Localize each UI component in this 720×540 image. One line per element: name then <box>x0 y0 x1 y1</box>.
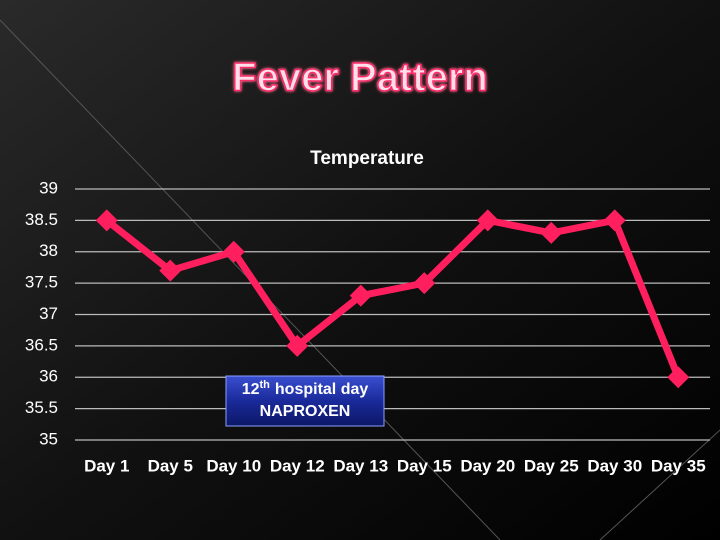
data-line <box>104 216 682 379</box>
data-point <box>540 221 563 244</box>
data-point <box>159 259 182 282</box>
y-tick-label: 38.5 <box>25 210 58 229</box>
data-point <box>222 240 245 263</box>
data-point <box>476 209 499 232</box>
y-tick-label: 37.5 <box>25 273 58 292</box>
decoration <box>599 429 720 540</box>
slide-title: Fever Pattern <box>232 56 488 100</box>
annotation-text: hospital day <box>275 381 368 398</box>
x-tick-label: Day 15 <box>397 456 452 475</box>
x-tick-label: Day 12 <box>270 456 325 475</box>
data-point <box>95 209 118 232</box>
annotation-ordinal: 12 <box>242 381 260 398</box>
annotation-suffix: th <box>260 379 271 391</box>
y-tick-label: 36 <box>39 367 58 386</box>
x-tick-label: Day 20 <box>460 456 515 475</box>
chart-title: Temperature <box>310 148 424 169</box>
x-tick-label: Day 25 <box>524 456 579 475</box>
y-tick-label: 36.5 <box>25 335 58 354</box>
annotation-line: 12th hospital day <box>242 379 369 398</box>
y-tick-label: 37 <box>39 304 58 323</box>
x-tick-label: Day 35 <box>651 456 706 475</box>
data-point <box>603 209 626 232</box>
y-tick-label: 35.5 <box>25 398 58 417</box>
x-tick-label: Day 13 <box>333 456 388 475</box>
x-tick-label: Day 1 <box>84 456 129 475</box>
data-point <box>286 334 309 357</box>
plot: 35 35.5 36 36.5 37 37.5 38 38.5 39 Day 1 Day 5 Day … <box>25 178 710 475</box>
data-point <box>413 272 436 295</box>
data-point <box>667 366 690 389</box>
y-tick-label: 39 <box>39 178 58 197</box>
annotation: 12th hospital day NAPROXEN <box>225 375 385 427</box>
data-point <box>349 284 372 307</box>
x-tick-label: Day 10 <box>206 456 261 475</box>
annotation-box <box>225 375 385 427</box>
x-tick-label: Day 5 <box>148 456 193 475</box>
y-tick-label: 35 <box>39 429 58 448</box>
x-tick-label: Day 30 <box>587 456 642 475</box>
annotation-drug: NAPROXEN <box>260 403 351 420</box>
y-tick-label: 38 <box>39 241 58 260</box>
